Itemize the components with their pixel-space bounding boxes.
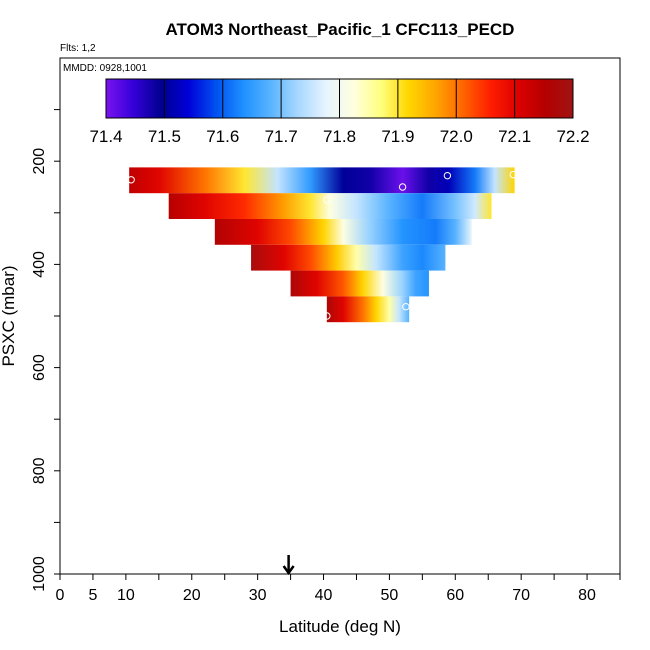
colorbar-ticks: 71.4 71.5 71.6 71.7 71.8 71.9 72.0 72.1 72.2 [89, 79, 590, 146]
dates-label: MMDD: 0928,1001 [63, 63, 147, 74]
sample-point [509, 170, 517, 179]
x-tick-label: 0 [56, 587, 65, 604]
x-tick-label: 60 [446, 587, 464, 604]
sample-point [398, 183, 407, 191]
heatmap-layer [129, 167, 515, 323]
heatmap-row [326, 296, 410, 323]
x-tick-label: 40 [315, 587, 333, 604]
colorbar-tick-label: 71.6 [206, 127, 239, 146]
colorbar: 71.4 71.5 71.6 71.7 71.8 71.9 72.0 72.1 72.2 [89, 78, 590, 146]
y-tick-label: 1000 [31, 556, 48, 592]
flights-label: Flts: 1,2 [60, 43, 96, 54]
y-tick-label: 800 [31, 457, 48, 484]
y-tick-label: 400 [31, 251, 48, 278]
sample-point [402, 303, 410, 311]
colorbar-tick-label: 72.1 [498, 127, 531, 146]
heatmap-row [251, 244, 446, 271]
heatmap-row [168, 193, 492, 219]
x-tick-label: 20 [183, 587, 201, 604]
colorbar-tick-label: 71.7 [265, 127, 298, 146]
x-tick-label: 50 [381, 587, 399, 604]
arrow-head [282, 565, 295, 576]
x-tick-label: 5 [88, 587, 97, 604]
sample-point [127, 176, 135, 184]
x-axis: 0 5 10 20 30 40 50 60 70 80 [56, 574, 621, 604]
colorbar-tick-label: 71.8 [323, 127, 356, 146]
latitude-marker-arrow [282, 555, 295, 576]
sample-point [323, 312, 331, 320]
heatmap-row [214, 218, 472, 245]
x-tick-label: 30 [249, 587, 267, 604]
heatmap-row [290, 270, 429, 297]
y-axis: 200 400 600 800 1000 [31, 109, 60, 592]
x-tick-label: 70 [512, 587, 530, 604]
y-tick-label: 200 [31, 148, 48, 175]
colorbar-tick-label: 71.5 [148, 127, 181, 146]
colorbar-tick-label: 71.4 [89, 127, 122, 146]
heatmap-row [129, 167, 515, 194]
sample-point [443, 171, 452, 180]
y-tick-label: 600 [31, 354, 48, 381]
colorbar-tick-label: 72.0 [440, 127, 473, 146]
chart-title: ATOM3 Northeast_Pacific_1 CFC113_PECD [166, 20, 515, 39]
colorbar-tick-label: 72.2 [556, 127, 589, 146]
x-tick-label: 80 [578, 587, 596, 604]
x-tick-label: 10 [117, 587, 135, 604]
x-axis-label: Latitude (deg N) [279, 617, 401, 636]
colorbar-tick-label: 71.9 [381, 127, 414, 146]
y-axis-label: PSXC (mbar) [0, 265, 18, 366]
sample-point [323, 196, 331, 204]
sample-points-layer [127, 170, 517, 320]
